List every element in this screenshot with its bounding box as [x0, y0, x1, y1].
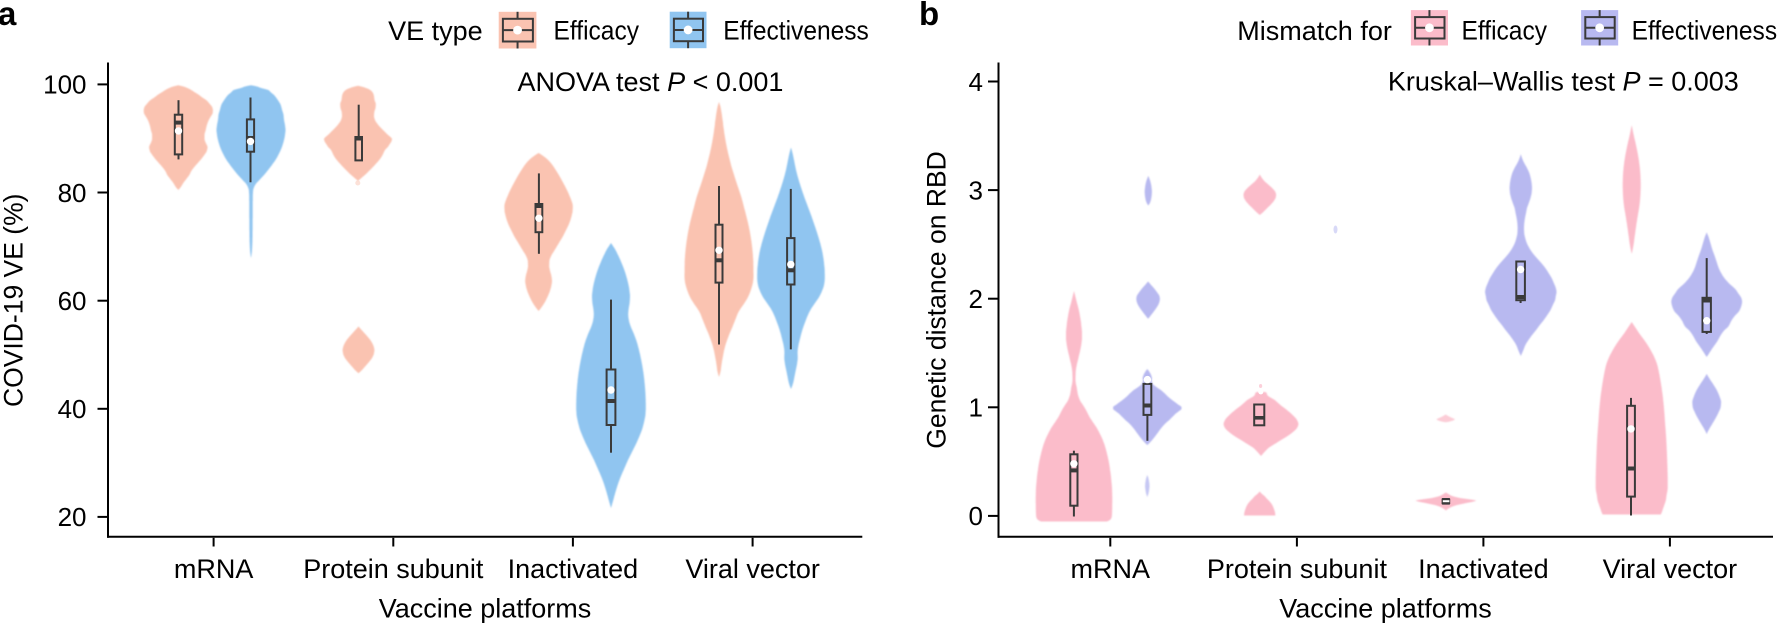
- svg-text:Efficacy: Efficacy: [554, 16, 640, 46]
- svg-text:60: 60: [58, 286, 87, 316]
- svg-text:Kruskal–Wallis test P = 0.003: Kruskal–Wallis test P = 0.003: [1388, 66, 1739, 96]
- svg-text:2: 2: [969, 284, 983, 314]
- svg-text:Protein subunit: Protein subunit: [1207, 554, 1388, 584]
- svg-text:Genetic distance on RBD: Genetic distance on RBD: [922, 151, 952, 449]
- svg-text:a: a: [0, 0, 17, 32]
- svg-text:1: 1: [969, 393, 983, 423]
- svg-text:Effectiveness: Effectiveness: [1632, 16, 1778, 46]
- svg-text:VE type: VE type: [388, 16, 483, 46]
- svg-text:3: 3: [969, 175, 983, 205]
- svg-text:100: 100: [43, 70, 86, 100]
- svg-text:mRNA: mRNA: [174, 554, 254, 584]
- svg-text:Efficacy: Efficacy: [1462, 16, 1548, 46]
- svg-text:80: 80: [58, 178, 87, 208]
- svg-text:0: 0: [969, 501, 983, 531]
- svg-text:Inactivated: Inactivated: [1418, 554, 1549, 584]
- svg-text:20: 20: [58, 502, 87, 532]
- svg-text:Mismatch for: Mismatch for: [1237, 16, 1392, 46]
- svg-text:ANOVA test P < 0.001: ANOVA test P < 0.001: [518, 67, 784, 97]
- svg-text:Protein subunit: Protein subunit: [303, 554, 484, 584]
- svg-text:40: 40: [58, 394, 87, 424]
- svg-text:Effectiveness: Effectiveness: [723, 16, 869, 46]
- svg-text:mRNA: mRNA: [1071, 554, 1151, 584]
- svg-text:COVID-19 VE (%): COVID-19 VE (%): [0, 194, 29, 408]
- svg-text:Viral vector: Viral vector: [1603, 554, 1738, 584]
- svg-text:Vaccine platforms: Vaccine platforms: [1279, 594, 1492, 624]
- svg-text:Viral vector: Viral vector: [685, 554, 820, 584]
- svg-text:4: 4: [969, 67, 983, 97]
- svg-text:Vaccine platforms: Vaccine platforms: [379, 594, 592, 624]
- svg-text:b: b: [919, 0, 939, 32]
- svg-text:Inactivated: Inactivated: [508, 554, 639, 584]
